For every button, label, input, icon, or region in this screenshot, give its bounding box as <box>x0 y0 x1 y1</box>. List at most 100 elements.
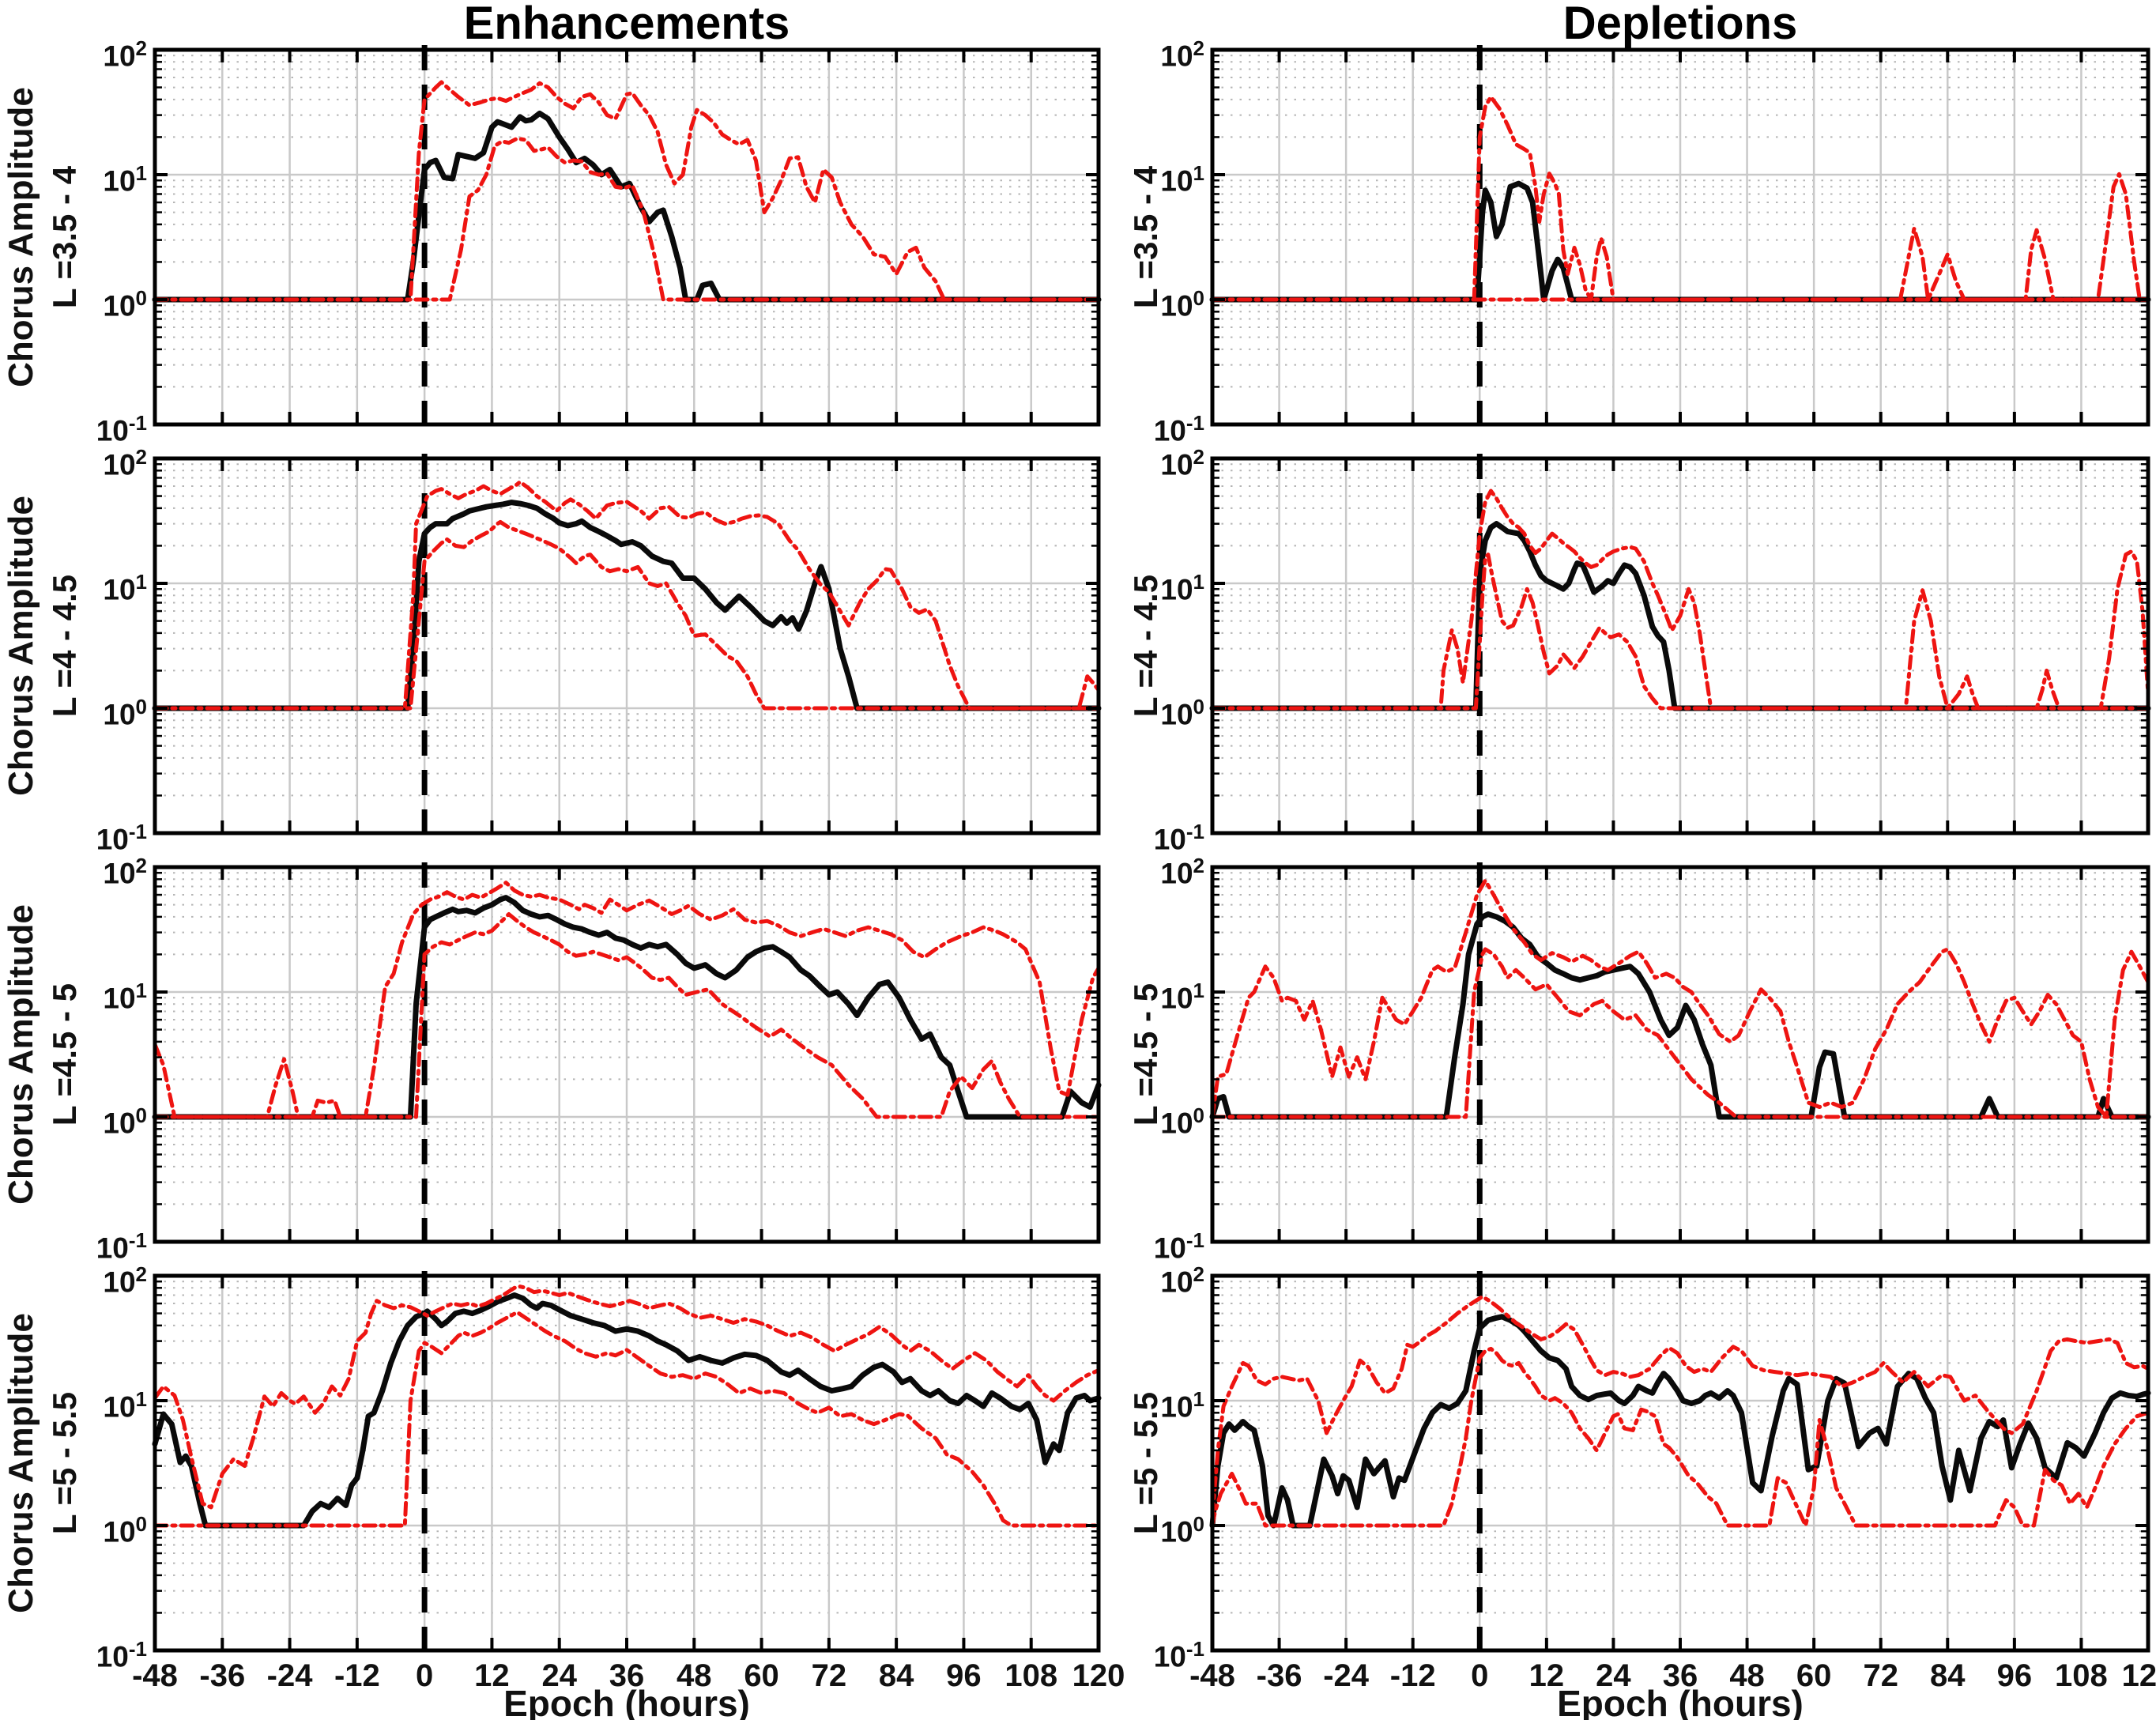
lower-quartile-line-enhancements-row3 <box>153 912 1101 1119</box>
panel-enhancements-row4 <box>152 1271 1102 1655</box>
x-tick-label-enhancements-108: 108 <box>1004 1658 1058 1693</box>
x-tick-label-depletions--36: -36 <box>1256 1658 1302 1693</box>
l-shell-label-depletions-row2: L =4 - 4.5 <box>1127 574 1165 718</box>
y-tick-label-enhancements-row4-10e0: 100 <box>103 1512 147 1548</box>
x-tick-label-enhancements-12: 12 <box>474 1658 510 1693</box>
x-tick-label-depletions-72: 72 <box>1863 1658 1898 1693</box>
y-tick-label-enhancements-row3-10e1: 101 <box>103 979 147 1015</box>
x-tick-label-enhancements-36: 36 <box>609 1658 645 1693</box>
x-tick-label-enhancements-0: 0 <box>416 1658 434 1693</box>
x-tick-label-enhancements--48: -48 <box>132 1658 178 1693</box>
y-tick-label-enhancements-row2-10e1: 101 <box>103 570 147 606</box>
x-tick-label-depletions-48: 48 <box>1729 1658 1765 1693</box>
y-tick-label-depletions-row2-10e-1: 10-1 <box>1153 820 1204 856</box>
upper-quartile-line-depletions-row4 <box>1210 1295 2150 1518</box>
median-line-enhancements-row4 <box>152 1292 1102 1529</box>
l-shell-label-depletions-row3: L =4.5 - 5 <box>1127 983 1165 1126</box>
x-tick-label-enhancements-96: 96 <box>946 1658 982 1693</box>
x-tick-label-enhancements-84: 84 <box>878 1658 914 1693</box>
upper-quartile-line-depletions-row2 <box>1210 488 2150 711</box>
y-tick-label-depletions-row4-10e-1: 10-1 <box>1153 1637 1204 1673</box>
y-tick-label-enhancements-row4-10e2: 102 <box>103 1262 147 1299</box>
x-tick-label-depletions-24: 24 <box>1596 1658 1631 1693</box>
y-tick-label-depletions-row3-10e-1: 10-1 <box>1153 1228 1204 1265</box>
x-tick-label-enhancements-72: 72 <box>811 1658 847 1693</box>
y-tick-label-enhancements-row2-10e-1: 10-1 <box>96 820 147 856</box>
x-axis-title-right: Epoch (hours) <box>1557 1683 1804 1720</box>
y-tick-label-depletions-row3-10e1: 101 <box>1160 979 1204 1015</box>
x-tick-label-depletions-36: 36 <box>1662 1658 1698 1693</box>
panel-enhancements-row1 <box>152 45 1102 429</box>
y-axis-label-chorus-amplitude: Chorus Amplitude <box>2 87 41 387</box>
y-tick-label-depletions-row1-10e1: 101 <box>1160 161 1204 198</box>
y-tick-label-enhancements-row3-10e-1: 10-1 <box>96 1228 147 1265</box>
panel-depletions-row4 <box>1209 1271 2151 1655</box>
y-tick-label-depletions-row4-10e1: 101 <box>1160 1387 1204 1424</box>
x-tick-label-enhancements--24: -24 <box>266 1658 313 1693</box>
y-axis-label-chorus-amplitude: Chorus Amplitude <box>2 1313 41 1613</box>
y-axis-label-chorus-amplitude: Chorus Amplitude <box>2 904 41 1205</box>
x-tick-label-enhancements-24: 24 <box>541 1658 577 1693</box>
lower-quartile-line-enhancements-row2 <box>153 519 1101 711</box>
l-shell-label-depletions-row4: L =5 - 5.5 <box>1127 1391 1165 1535</box>
panel-enhancements-row3 <box>152 862 1102 1247</box>
x-tick-label-enhancements-120: 120 <box>1072 1658 1125 1693</box>
y-tick-label-enhancements-row2-10e0: 100 <box>103 695 147 731</box>
lower-quartile-line-depletions-row2 <box>1210 553 2150 711</box>
y-tick-label-enhancements-row3-10e2: 102 <box>103 854 147 890</box>
x-tick-label-enhancements--12: -12 <box>334 1658 380 1693</box>
upper-quartile-line-enhancements-row3 <box>153 881 1101 1119</box>
y-tick-label-depletions-row1-10e0: 100 <box>1160 286 1204 322</box>
y-tick-label-depletions-row2-10e1: 101 <box>1160 570 1204 606</box>
lower-quartile-line-depletions-row3 <box>1210 947 2150 1119</box>
x-tick-label-enhancements-60: 60 <box>744 1658 779 1693</box>
y-tick-label-depletions-row1-10e-1: 10-1 <box>1153 411 1204 447</box>
y-tick-label-depletions-row2-10e2: 102 <box>1160 445 1204 481</box>
upper-quartile-line-enhancements-row2 <box>153 480 1101 711</box>
l-shell-label-enhancements-row4: L =5 - 5.5 <box>46 1391 84 1535</box>
y-tick-label-enhancements-row4-10e-1: 10-1 <box>96 1637 147 1673</box>
x-tick-label-depletions-0: 0 <box>1471 1658 1489 1693</box>
x-tick-label-depletions--24: -24 <box>1323 1658 1370 1693</box>
x-axis-title-left: Epoch (hours) <box>503 1683 750 1720</box>
column-title-depletions: Depletions <box>1562 0 1798 49</box>
median-line-enhancements-row3 <box>152 895 1102 1120</box>
x-tick-label-enhancements-48: 48 <box>677 1658 712 1693</box>
x-tick-label-enhancements--36: -36 <box>199 1658 246 1693</box>
l-shell-label-enhancements-row1: L =3.5 - 4 <box>46 165 84 309</box>
y-tick-label-enhancements-row1-10e0: 100 <box>103 286 147 322</box>
y-axis-label-chorus-amplitude: Chorus Amplitude <box>2 496 41 796</box>
y-tick-label-enhancements-row1-10e1: 101 <box>103 161 147 198</box>
upper-quartile-line-enhancements-row4 <box>153 1284 1101 1510</box>
lower-quartile-line-enhancements-row4 <box>153 1310 1101 1528</box>
y-tick-label-enhancements-row1-10e-1: 10-1 <box>96 411 147 447</box>
x-tick-label-depletions-96: 96 <box>1996 1658 2033 1693</box>
median-line-depletions-row2 <box>1209 521 2151 711</box>
lower-quartile-line-enhancements-row1 <box>153 136 1101 302</box>
median-line-enhancements-row1 <box>152 110 1102 303</box>
y-tick-label-enhancements-row1-10e2: 102 <box>103 36 147 73</box>
y-tick-label-depletions-row3-10e2: 102 <box>1160 854 1204 890</box>
l-shell-label-enhancements-row2: L =4 - 4.5 <box>46 574 84 718</box>
y-tick-label-depletions-row4-10e0: 100 <box>1160 1512 1204 1548</box>
y-tick-label-enhancements-row4-10e1: 101 <box>103 1387 147 1424</box>
panel-depletions-row2 <box>1209 454 2151 838</box>
column-title-enhancements: Enhancements <box>463 0 790 49</box>
l-shell-label-depletions-row1: L =3.5 - 4 <box>1127 165 1165 309</box>
panel-enhancements-row2 <box>152 454 1102 838</box>
x-tick-label-depletions-12: 12 <box>1528 1658 1565 1693</box>
upper-quartile-line-depletions-row1 <box>1210 95 2150 302</box>
panel-depletions-row1 <box>1209 45 2151 429</box>
y-tick-label-depletions-row3-10e0: 100 <box>1160 1103 1204 1140</box>
y-tick-label-depletions-row1-10e2: 102 <box>1160 36 1204 73</box>
lower-quartile-line-depletions-row4 <box>1210 1346 2150 1528</box>
x-tick-label-depletions-60: 60 <box>1796 1658 1832 1693</box>
panel-depletions-row3 <box>1209 862 2151 1247</box>
median-line-depletions-row4 <box>1209 1314 2151 1529</box>
x-tick-label-depletions-84: 84 <box>1930 1658 1966 1693</box>
y-tick-label-enhancements-row2-10e2: 102 <box>103 445 147 481</box>
y-tick-label-depletions-row2-10e0: 100 <box>1160 695 1204 731</box>
x-tick-label-depletions--48: -48 <box>1189 1658 1235 1693</box>
x-tick-label-depletions-108: 108 <box>2055 1658 2108 1693</box>
